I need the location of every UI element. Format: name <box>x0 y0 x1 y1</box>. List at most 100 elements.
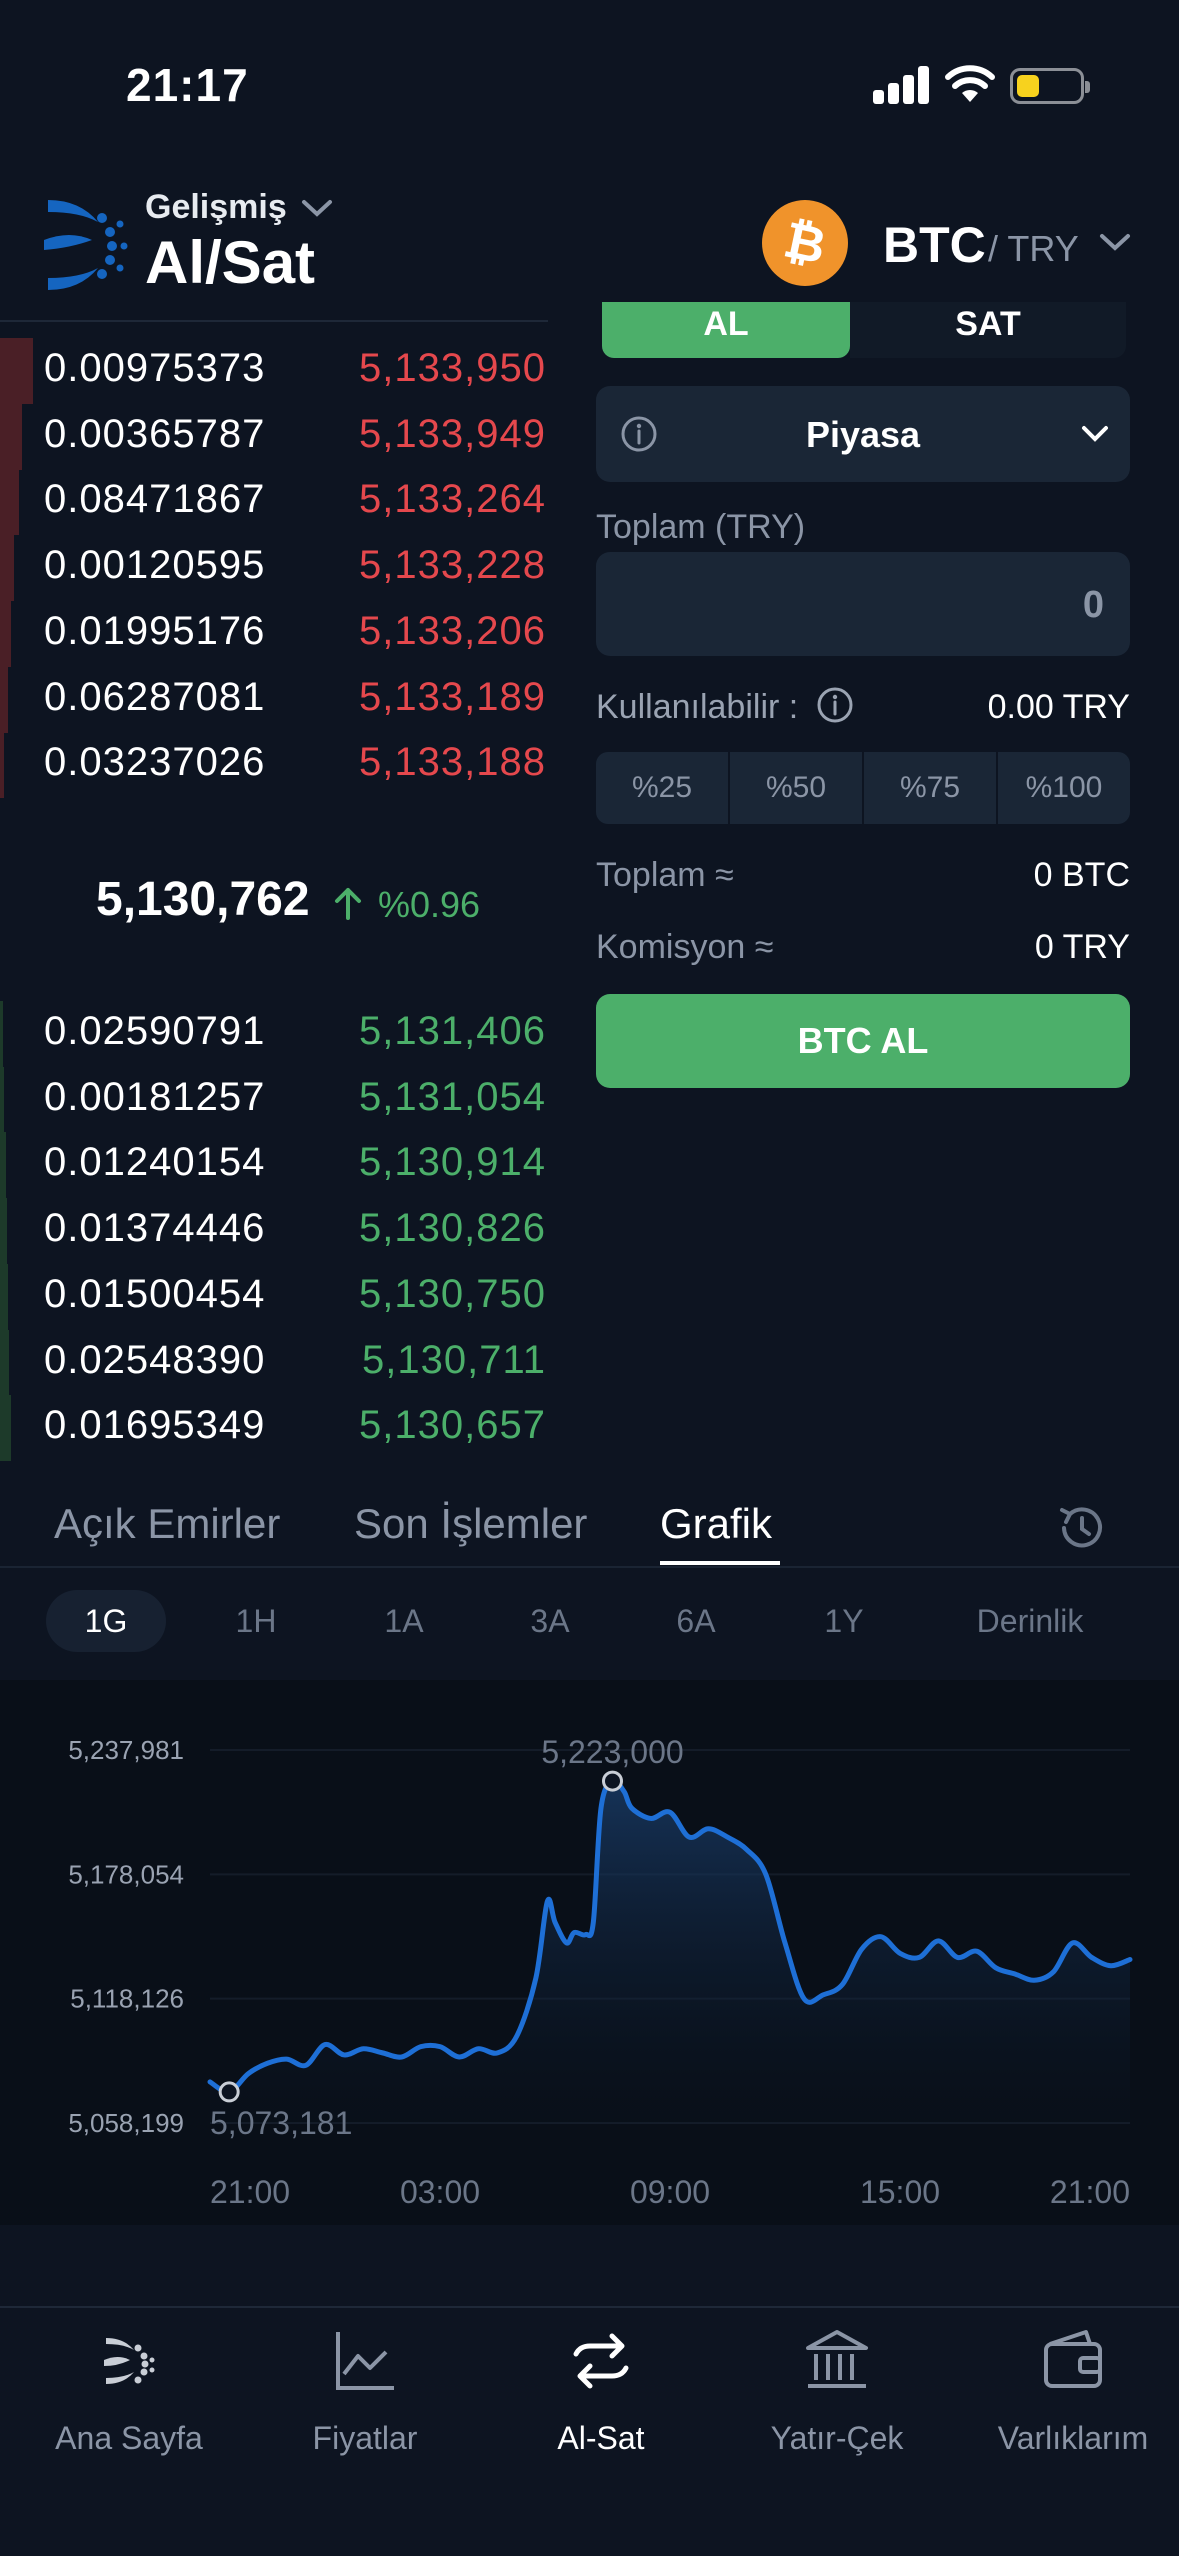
percent-buttons: %25 %50 %75 %100 <box>596 752 1130 824</box>
order-price: 5,133,949 <box>359 411 546 456</box>
available-info-icon[interactable] <box>816 686 854 724</box>
tab-recent-trades[interactable]: Son İşlemler <box>354 1500 588 1547</box>
order-price: 5,130,657 <box>359 1403 546 1448</box>
total-label: Toplam (TRY) <box>596 508 806 546</box>
order-book-row[interactable]: 0.01500454 5,130,750 <box>0 1263 550 1330</box>
swap-icon <box>566 2326 636 2396</box>
order-book-row[interactable]: 0.02548390 5,130,711 <box>0 1329 550 1396</box>
available-value: 0.00 TRY <box>987 688 1130 726</box>
active-tab-underline <box>660 1561 780 1565</box>
percent-button[interactable]: %100 <box>998 752 1130 824</box>
period-1y[interactable]: 1Y <box>824 1602 864 1639</box>
order-book-row[interactable]: 0.00975373 5,133,950 <box>0 338 550 404</box>
nav-item-bank[interactable]: Yatır-Çek <box>719 2308 955 2556</box>
order-book-row[interactable]: 0.00120595 5,133,228 <box>0 535 550 602</box>
tab-chart[interactable]: Grafik <box>660 1500 773 1547</box>
order-amount: 0.01995176 <box>44 608 266 653</box>
order-book-row[interactable]: 0.01374446 5,130,826 <box>0 1198 550 1265</box>
period-6a[interactable]: 6A <box>676 1602 716 1639</box>
period-1g[interactable]: 1G <box>46 1590 166 1652</box>
order-price: 5,133,228 <box>359 543 546 588</box>
submit-buy-button[interactable]: BTC AL <box>596 994 1130 1088</box>
percent-button[interactable]: %25 <box>596 752 728 824</box>
nav-label: Varlıklarım <box>997 2420 1149 2456</box>
order-price: 5,130,914 <box>359 1140 546 1185</box>
order-book-row[interactable]: 0.00181257 5,131,054 <box>0 1066 550 1133</box>
submit-buy-label: BTC AL <box>797 1020 929 1061</box>
order-price: 5,133,188 <box>359 740 546 785</box>
order-book-row[interactable]: 0.06287081 5,133,189 <box>0 666 550 733</box>
period-derinlik[interactable]: Derinlik <box>976 1602 1084 1639</box>
chart-area-fill <box>210 1780 1130 2123</box>
depth-bar <box>0 732 5 799</box>
buy-sell-toggle: AL SAT <box>596 302 1130 364</box>
nav-item-swap[interactable]: Al-Sat <box>483 2308 719 2556</box>
order-book-row[interactable]: 0.02590791 5,131,406 <box>0 1001 550 1067</box>
nav-label: Al-Sat <box>557 2420 645 2456</box>
bottom-nav-divider <box>0 2306 1179 2308</box>
depth-bar <box>0 1066 5 1133</box>
pair-base[interactable]: BTC <box>883 217 986 273</box>
order-book-row[interactable]: 0.01240154 5,130,914 <box>0 1132 550 1199</box>
pair-quote[interactable]: / TRY <box>988 228 1079 269</box>
nav-item-chart[interactable]: Fiyatlar <box>247 2308 483 2556</box>
depth-bar <box>0 535 14 602</box>
nav-item-home-logo[interactable]: Ana Sayfa <box>11 2308 247 2556</box>
x-tick-label: 03:00 <box>400 2174 480 2210</box>
page-title: Al/Sat <box>145 229 316 296</box>
signal-icon <box>873 66 929 104</box>
order-price: 5,130,750 <box>359 1271 546 1316</box>
sell-tab[interactable]: SAT <box>850 302 1126 358</box>
history-icon[interactable] <box>1054 1500 1110 1556</box>
price-chart[interactable]: 5,237,981 5,178,054 5,118,126 5,058,199 21:… <box>0 1680 1179 2225</box>
chart-price-line <box>207 1778 1133 2095</box>
order-price: 5,133,189 <box>359 674 546 719</box>
mode-subtitle[interactable]: Gelişmiş <box>145 188 287 226</box>
pair-chevron-down-icon[interactable] <box>1098 230 1132 254</box>
buy-tab[interactable]: AL <box>602 302 850 358</box>
depth-bar <box>0 1263 8 1330</box>
order-book-row[interactable]: 0.08471867 5,133,264 <box>0 469 550 536</box>
btc-coin-icon: ₿ <box>762 200 848 286</box>
order-book-row[interactable]: 0.01695349 5,130,657 <box>0 1395 550 1462</box>
order-price: 5,130,711 <box>362 1337 546 1382</box>
depth-bar <box>0 338 33 404</box>
order-price: 5,133,264 <box>359 477 546 522</box>
percent-button[interactable]: %50 <box>730 752 862 824</box>
nav-label: Fiyatlar <box>312 2420 418 2456</box>
tab-open-orders[interactable]: Açık Emirler <box>54 1500 281 1547</box>
percent-button[interactable]: %75 <box>864 752 996 824</box>
order-amount: 0.00975373 <box>44 346 266 390</box>
x-tick-label: 21:00 <box>210 2174 290 2210</box>
nav-label: Ana Sayfa <box>55 2420 203 2456</box>
buy-tab-label: AL <box>703 305 749 343</box>
order-type-select[interactable]: Piyasa <box>596 386 1130 482</box>
total-input[interactable]: 0 <box>596 552 1130 656</box>
period-3a[interactable]: 3A <box>530 1602 570 1639</box>
y-tick-label: 5,058,199 <box>68 2108 184 2138</box>
chevron-down-icon[interactable] <box>300 196 334 220</box>
order-book-row[interactable]: 0.03237026 5,133,188 <box>0 732 550 799</box>
total-approx-value: 0 BTC <box>1033 856 1130 894</box>
period-1h[interactable]: 1H <box>235 1602 277 1639</box>
nav-item-wallet[interactable]: Varlıklarım <box>955 2308 1179 2556</box>
info-icon[interactable] <box>620 415 658 453</box>
commission-label: Komisyon ≈ <box>596 928 774 966</box>
order-amount: 0.06287081 <box>44 674 266 719</box>
depth-bar <box>0 469 20 536</box>
wifi-icon <box>945 65 995 102</box>
order-amount: 0.00181257 <box>44 1074 266 1119</box>
depth-bar <box>0 600 11 667</box>
arrow-up-icon <box>335 888 361 920</box>
tabs-divider <box>0 1566 1179 1568</box>
period-1a[interactable]: 1A <box>384 1602 424 1639</box>
order-amount: 0.08471867 <box>44 477 266 522</box>
brand-logo-icon <box>44 200 128 290</box>
depth-bar <box>0 1132 6 1199</box>
nav-label: Yatır-Çek <box>770 2420 904 2456</box>
order-book-row[interactable]: 0.01995176 5,133,206 <box>0 600 550 667</box>
order-book-row[interactable]: 0.00365787 5,133,949 <box>0 403 550 470</box>
chart-icon <box>330 2326 400 2396</box>
order-price: 5,130,826 <box>359 1206 546 1251</box>
low-label: 5,073,181 <box>210 2105 352 2141</box>
